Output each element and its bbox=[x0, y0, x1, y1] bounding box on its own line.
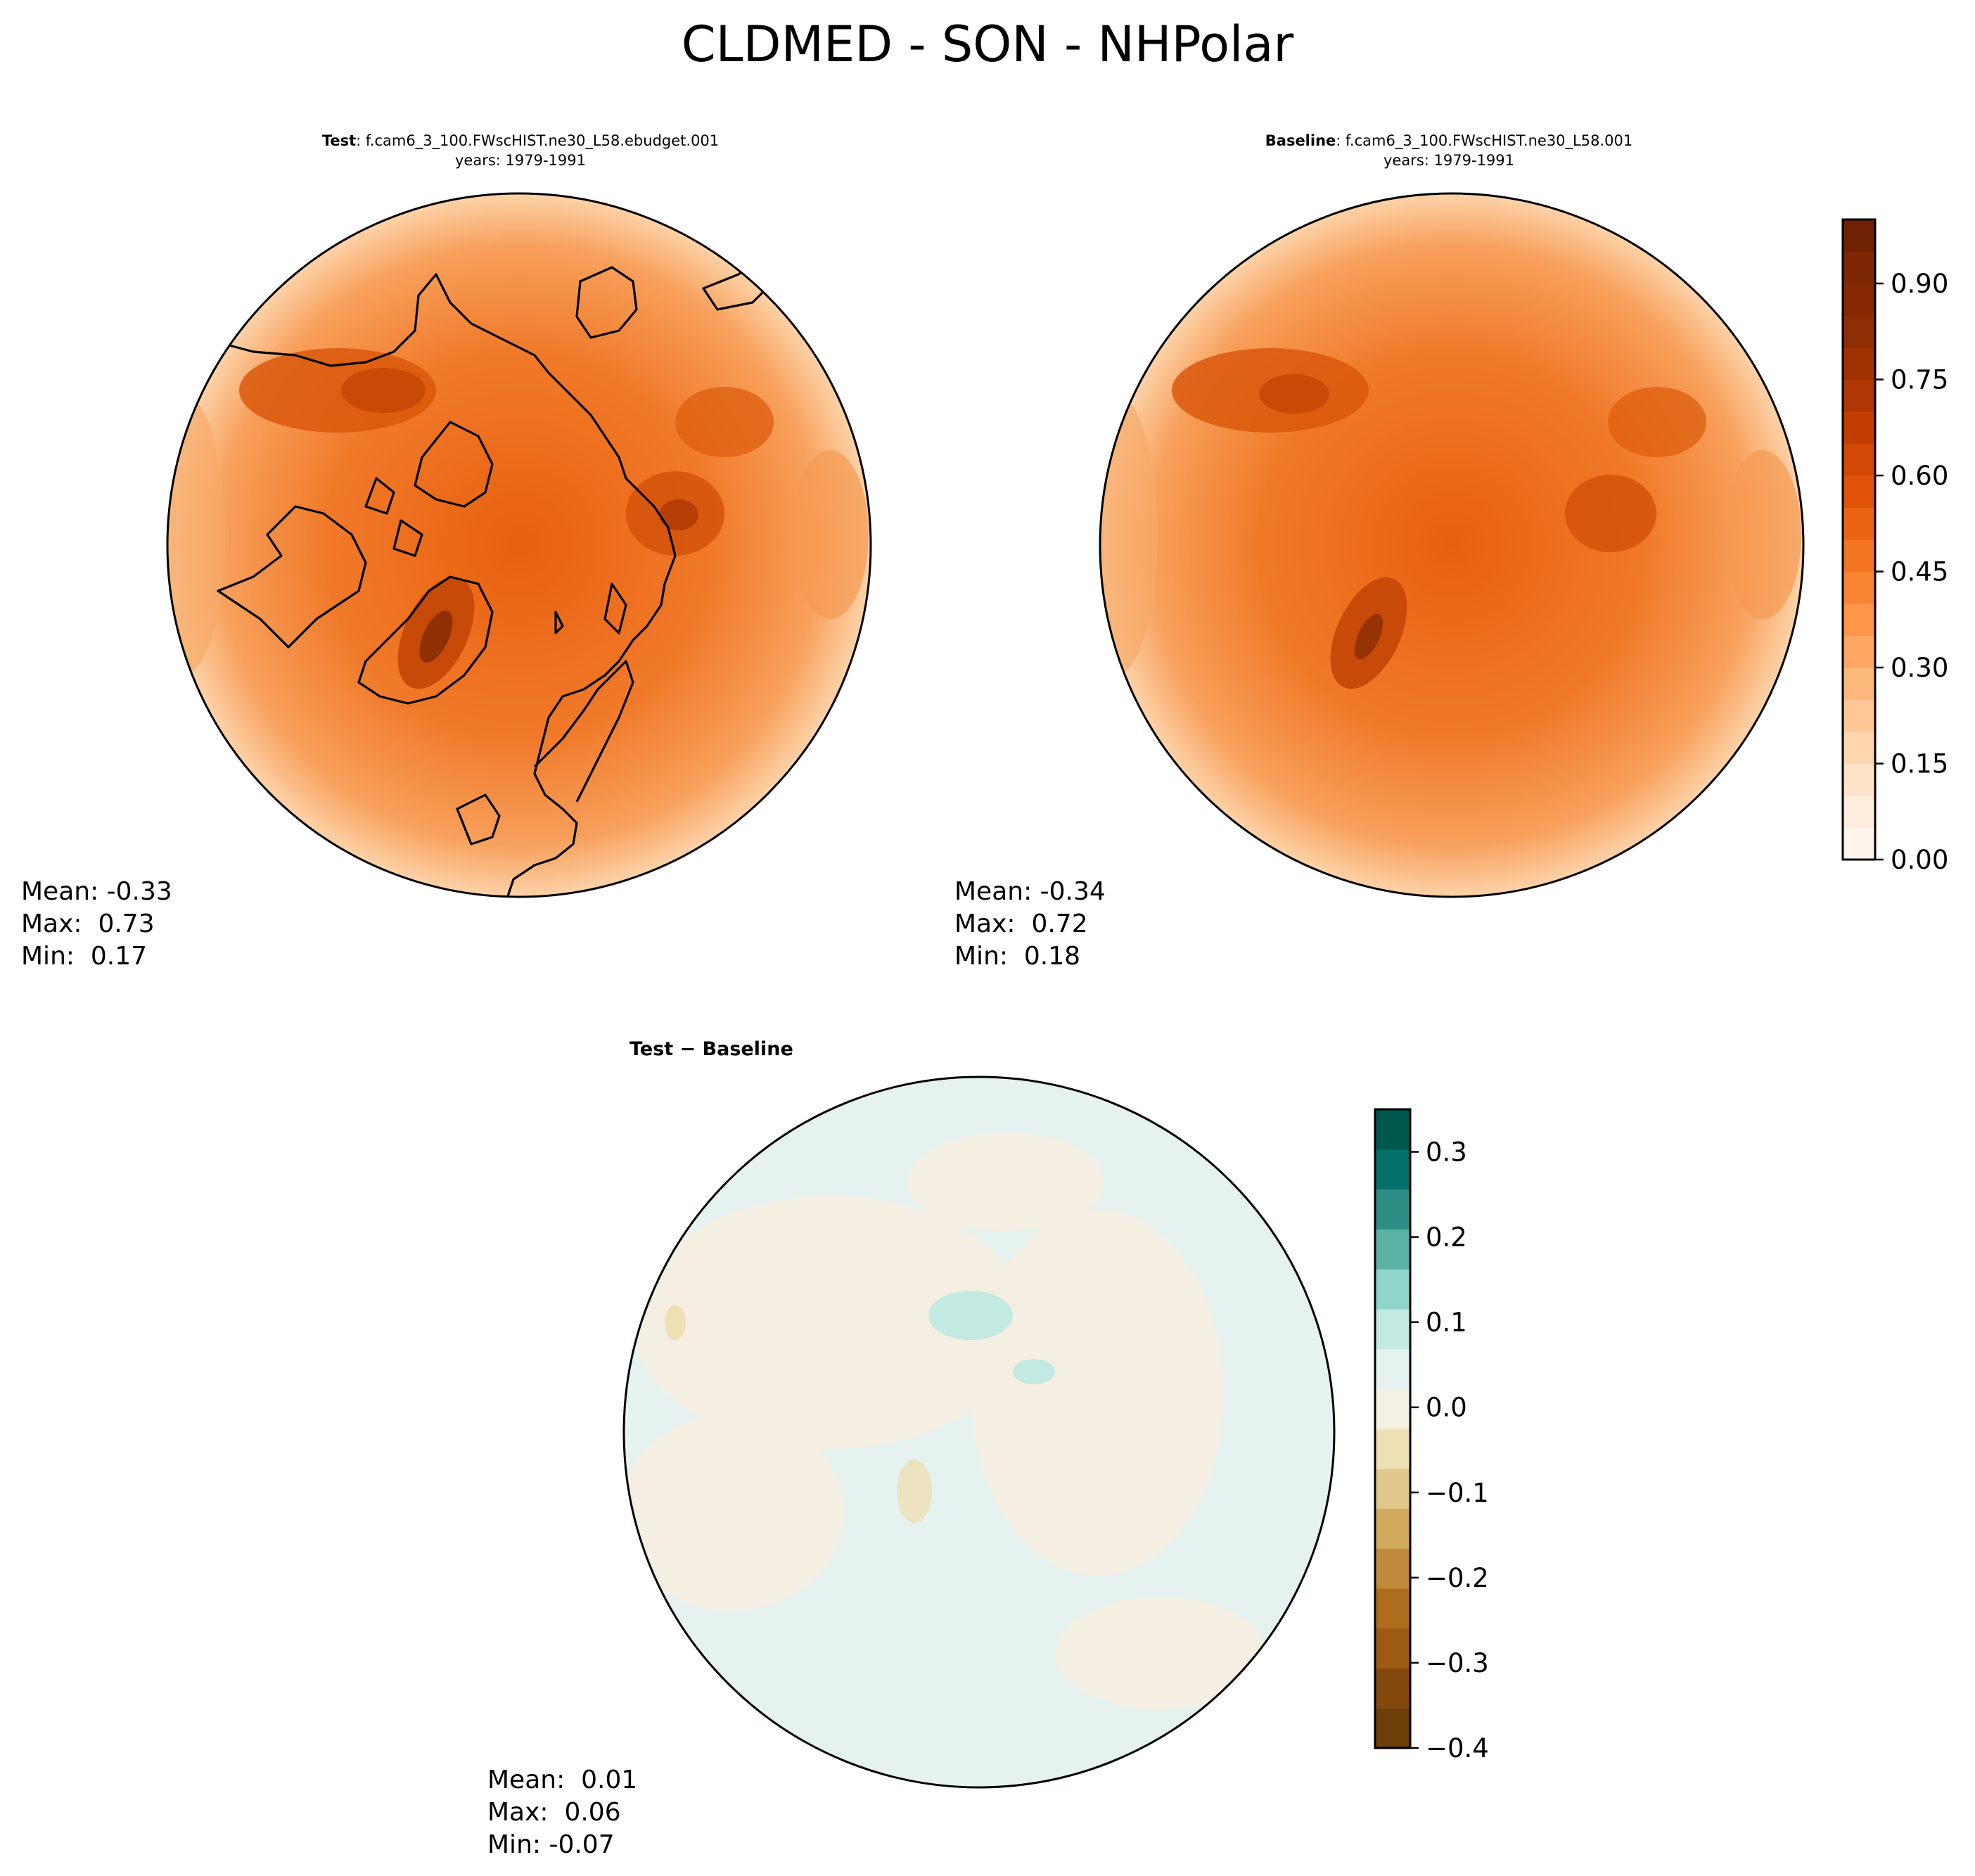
figure-title: CLDMED - SON - NHPolar bbox=[681, 15, 1294, 73]
diff-colorbar-frame bbox=[1374, 1108, 1412, 1749]
fields-colorbar-swatch-13 bbox=[1843, 411, 1875, 445]
diff-colorbar-swatch-5 bbox=[1375, 1508, 1410, 1549]
diff-colorbar-swatch-15 bbox=[1375, 1109, 1410, 1150]
fields-colorbar-swatch-1 bbox=[1843, 796, 1875, 829]
fields-colorbar-swatch-15 bbox=[1843, 347, 1875, 381]
fields-colorbar-swatch-16 bbox=[1843, 315, 1875, 348]
fields-colorbar-swatch-0 bbox=[1843, 827, 1875, 860]
diff-colorbar-swatch-2 bbox=[1375, 1628, 1410, 1669]
diff-colorbar-tick-label: 0.0 bbox=[1426, 1393, 1467, 1423]
diff-colorbar-tick-label: −0.3 bbox=[1426, 1648, 1489, 1678]
test-max: Max: 0.73 bbox=[21, 910, 155, 938]
baseline-title-case: f.cam6_3_100.FWscHIST.ne30_L58.001 bbox=[1346, 132, 1633, 149]
test-panel-title: Test: f.cam6_3_100.FWscHIST.ne30_L58.ebu… bbox=[190, 131, 851, 170]
fields-colorbar: 0.00 0.15 0.30 0.45 0.60 0.75 0.90 bbox=[1841, 218, 1948, 875]
fields-colorbar-tick-label: 0.15 bbox=[1891, 749, 1948, 779]
diff-colorbar-swatch-0 bbox=[1375, 1708, 1410, 1749]
diff-colorbar-swatch-4 bbox=[1375, 1548, 1410, 1589]
diff-mean: Mean: 0.01 bbox=[487, 1766, 638, 1794]
diff-colorbar-swatch-6 bbox=[1375, 1468, 1410, 1510]
fields-colorbar-swatch-6 bbox=[1843, 635, 1875, 668]
test-title-case: f.cam6_3_100.FWscHIST.ne30_L58.ebudget.0… bbox=[365, 132, 720, 149]
fields-colorbar-swatch-18 bbox=[1843, 251, 1875, 284]
diff-colorbar-swatch-8 bbox=[1375, 1389, 1410, 1429]
diff-stats: Mean: 0.01 Max: 0.06 Min: -0.07 bbox=[487, 1764, 637, 1861]
diff-colorbar-swatch-11 bbox=[1375, 1269, 1410, 1310]
diff-map-blobs bbox=[624, 1132, 1266, 1709]
diff-colorbar-swatch-1 bbox=[1375, 1668, 1410, 1709]
baseline-map-border bbox=[1099, 192, 1805, 898]
baseline-stats: Mean: -0.34 Max: 0.72 Min: 0.18 bbox=[954, 876, 1106, 973]
test-map bbox=[166, 192, 872, 898]
baseline-panel-title: Baseline: f.cam6_3_100.FWscHIST.ne30_L58… bbox=[1118, 131, 1779, 170]
diff-colorbar-tick-label: −0.1 bbox=[1426, 1478, 1489, 1508]
diff-colorbar-swatch-9 bbox=[1375, 1348, 1410, 1389]
test-map-field bbox=[167, 193, 871, 897]
fields-colorbar-swatch-19 bbox=[1843, 219, 1875, 253]
fields-colorbar-tick-label: 0.75 bbox=[1891, 365, 1948, 395]
diff-colorbar-tick-label: 0.2 bbox=[1426, 1223, 1467, 1253]
test-title-years: years: 1979-1991 bbox=[454, 152, 586, 169]
fields-colorbar-swatch-11 bbox=[1843, 476, 1875, 509]
diff-colorbar-swatch-14 bbox=[1375, 1149, 1410, 1190]
diff-colorbar-swatch-3 bbox=[1375, 1588, 1410, 1629]
diff-colorbar-swatch-13 bbox=[1375, 1189, 1410, 1230]
baseline-map-field bbox=[1100, 193, 1803, 897]
test-mean: Mean: -0.33 bbox=[21, 877, 172, 906]
fields-colorbar-swatch-2 bbox=[1843, 763, 1875, 796]
fields-colorbar-swatch-4 bbox=[1843, 699, 1875, 732]
fields-colorbar-swatch-7 bbox=[1843, 604, 1875, 637]
baseline-map-blobs bbox=[1100, 348, 1801, 689]
test-title-bold: Test bbox=[321, 132, 357, 149]
baseline-title-bold: Baseline bbox=[1265, 132, 1336, 149]
fields-colorbar-tick-label: 0.60 bbox=[1891, 461, 1948, 491]
test-map-border bbox=[166, 192, 872, 898]
baseline-mean: Mean: -0.34 bbox=[954, 877, 1106, 906]
fields-colorbar-tick-label: 0.90 bbox=[1891, 269, 1948, 299]
diff-panel-title: Test − Baseline bbox=[629, 1040, 841, 1059]
test-min: Min: 0.17 bbox=[21, 942, 148, 971]
fields-colorbar-frame bbox=[1841, 218, 1877, 861]
diff-map bbox=[622, 1076, 1336, 1789]
baseline-title-sep: : bbox=[1336, 132, 1341, 149]
fields-colorbar-swatch-17 bbox=[1843, 283, 1875, 317]
diff-colorbar: −0.4 −0.3 −0.2 −0.1 0.0 0.1 0.2 0.3 bbox=[1374, 1108, 1489, 1763]
fields-colorbar-tick-label: 0.30 bbox=[1891, 653, 1948, 683]
test-title-sep: : bbox=[356, 132, 362, 149]
fields-colorbar-tick-label: 0.45 bbox=[1891, 557, 1948, 587]
fields-colorbar-swatch-14 bbox=[1843, 379, 1875, 412]
baseline-title-years: years: 1979-1991 bbox=[1383, 152, 1514, 169]
baseline-max: Max: 0.72 bbox=[954, 910, 1088, 938]
diff-colorbar-swatch-7 bbox=[1375, 1429, 1410, 1469]
fields-colorbar-swatch-9 bbox=[1843, 540, 1875, 573]
baseline-min: Min: 0.18 bbox=[954, 942, 1081, 971]
diff-map-border bbox=[622, 1076, 1336, 1789]
diff-max: Max: 0.06 bbox=[487, 1798, 621, 1827]
diff-colorbar-swatch-12 bbox=[1375, 1229, 1410, 1270]
diff-min: Min: -0.07 bbox=[487, 1830, 615, 1859]
fields-colorbar-swatch-8 bbox=[1843, 571, 1875, 604]
diff-colorbar-tick-label: −0.2 bbox=[1426, 1563, 1489, 1593]
diff-colorbar-tick-label: 0.3 bbox=[1426, 1137, 1467, 1168]
diff-colorbar-tick-label: −0.4 bbox=[1426, 1733, 1489, 1763]
fields-colorbar-swatch-5 bbox=[1843, 668, 1875, 701]
fields-colorbar-swatch-12 bbox=[1843, 443, 1875, 476]
diff-title-bold: Test − Baseline bbox=[629, 1038, 793, 1060]
baseline-map bbox=[1099, 192, 1805, 898]
test-stats: Mean: -0.33 Max: 0.73 Min: 0.17 bbox=[21, 876, 172, 973]
diff-colorbar-swatch-10 bbox=[1375, 1308, 1410, 1350]
diff-colorbar-tick-label: 0.1 bbox=[1426, 1308, 1467, 1338]
fields-colorbar-tick-label: 0.00 bbox=[1891, 845, 1948, 875]
fields-colorbar-swatch-10 bbox=[1843, 507, 1875, 540]
fields-colorbar-swatch-3 bbox=[1843, 732, 1875, 765]
